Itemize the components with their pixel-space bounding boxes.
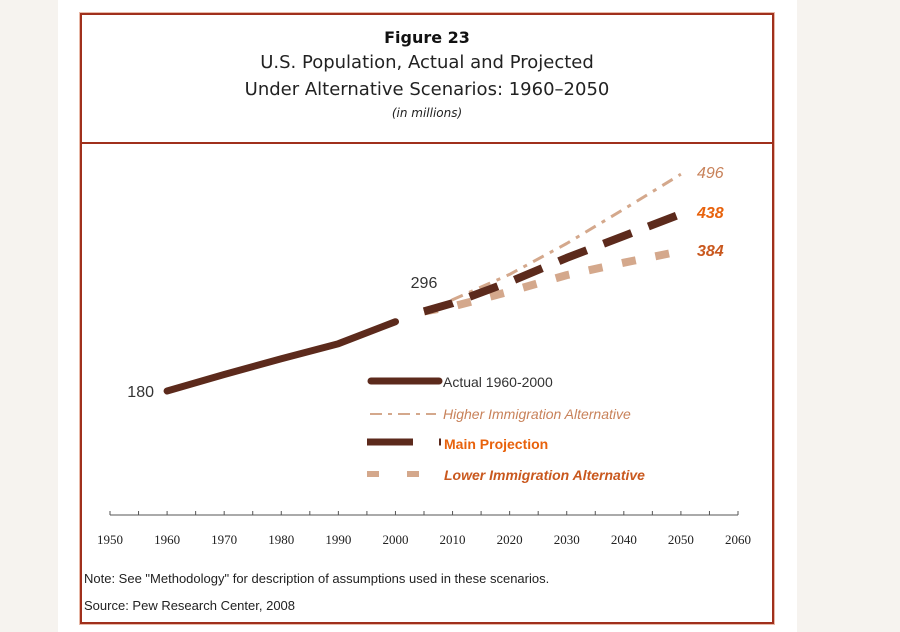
series-main xyxy=(422,210,683,316)
x-tick-label: 1970 xyxy=(211,532,237,547)
annotations: 180 296 496 438 384 xyxy=(127,165,724,401)
legend-item-actual: Actual 1960-2000 xyxy=(367,374,553,390)
series-layer xyxy=(163,172,683,395)
figure-source: Source: Pew Research Center, 2008 xyxy=(84,598,296,613)
series-lower xyxy=(423,247,682,316)
annotation-496: 496 xyxy=(697,165,724,182)
x-tick-label: 2010 xyxy=(440,532,466,547)
page-panel xyxy=(58,0,797,632)
legend-item-main: Main Projection xyxy=(367,436,548,452)
x-tick-label: 2030 xyxy=(554,532,580,547)
annotation-438: 438 xyxy=(696,205,724,222)
x-tick-label: 1980 xyxy=(268,532,294,547)
x-tick-label: 2050 xyxy=(668,532,694,547)
annotation-384: 384 xyxy=(697,243,724,260)
legend-label-main: Main Projection xyxy=(444,436,548,452)
legend-label-lower: Lower Immigration Alternative xyxy=(444,467,645,483)
figure-title-line-2: Under Alternative Scenarios: 1960–2050 xyxy=(244,79,610,100)
figure-frame: Figure 23 U.S. Population, Actual and Pr… xyxy=(80,13,774,624)
legend-item-lower: Lower Immigration Alternative xyxy=(367,467,645,483)
x-tick-label: 2000 xyxy=(382,532,408,547)
x-tick-label: 2040 xyxy=(611,532,637,547)
legend-item-higher: Higher Immigration Alternative xyxy=(370,406,631,422)
figure-title-line-1: U.S. Population, Actual and Projected xyxy=(260,52,594,73)
x-tick-label: 2060 xyxy=(725,532,751,547)
x-tick-label: 1990 xyxy=(325,532,351,547)
legend: Actual 1960-2000 Higher Immigration Alte… xyxy=(367,374,645,483)
figure-number: Figure 23 xyxy=(384,28,470,47)
x-tick-label: 2020 xyxy=(497,532,523,547)
x-axis: 1950 1960 1970 1980 1990 2000 2010 2020 2030 2040… xyxy=(97,511,751,547)
series-higher xyxy=(423,172,682,313)
figure-header: Figure 23 U.S. Population, Actual and Pr… xyxy=(82,15,772,144)
x-tick-label: 1950 xyxy=(97,532,123,547)
x-tick-label: 1960 xyxy=(154,532,180,547)
series-actual xyxy=(163,318,399,395)
annotation-296: 296 xyxy=(411,275,438,292)
legend-label-higher: Higher Immigration Alternative xyxy=(443,406,631,422)
figure-units: (in millions) xyxy=(391,106,463,120)
figure-note: Note: See "Methodology" for description … xyxy=(84,571,550,586)
annotation-180: 180 xyxy=(127,384,154,401)
legend-label-actual: Actual 1960-2000 xyxy=(443,374,553,390)
